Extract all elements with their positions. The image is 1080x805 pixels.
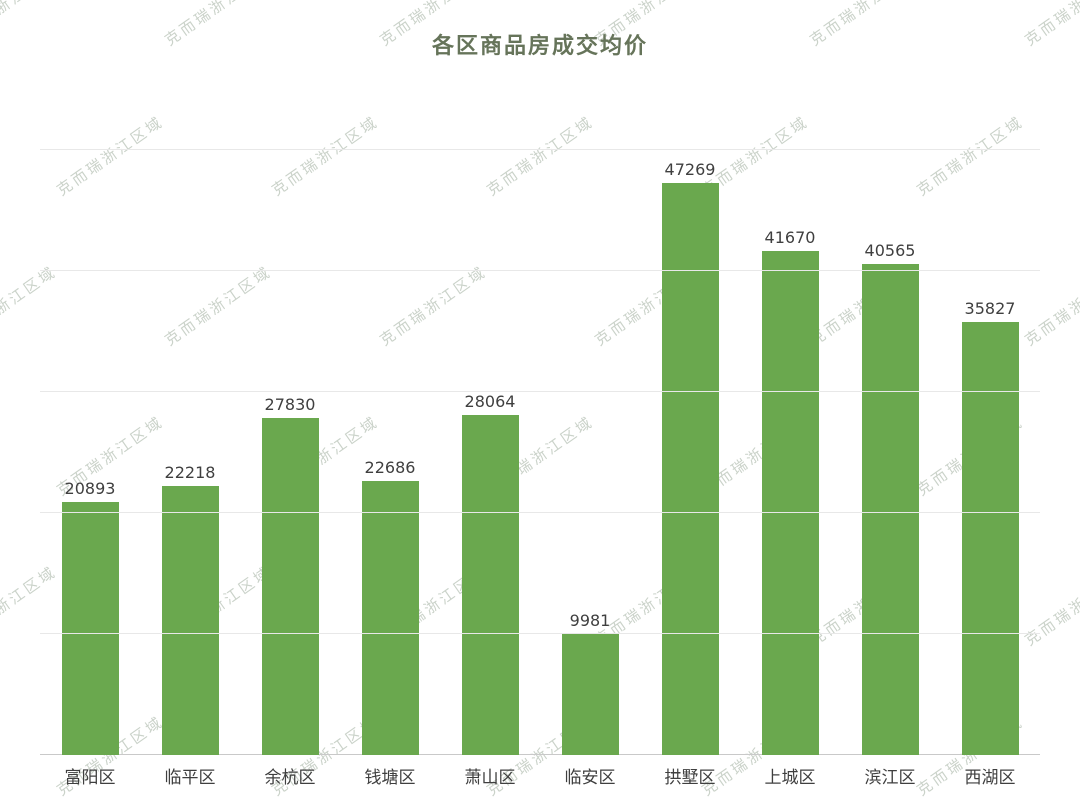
x-axis-label: 上城区 <box>764 768 816 788</box>
gridline <box>40 512 1040 513</box>
bar-value-label: 41670 <box>764 227 816 247</box>
bar-value-label: 9981 <box>569 611 611 631</box>
bar <box>861 264 919 755</box>
bar-value-label: 22218 <box>164 463 216 483</box>
bar <box>461 415 519 755</box>
bar-slot: 28064 <box>440 150 540 755</box>
x-axis-labels: 富阳区 临平区 余杭区 钱塘区 萧山区 临安区 拱墅区 上城区 滨江区 西湖区 <box>40 763 1040 788</box>
x-axis-label: 临安区 <box>564 768 616 788</box>
bar <box>661 183 719 755</box>
x-axis-label: 滨江区 <box>864 768 916 788</box>
bar <box>561 634 619 755</box>
bar-slot: 41670 <box>740 150 840 755</box>
gridline <box>40 633 1040 634</box>
bar <box>161 486 219 755</box>
bar-value-label: 28064 <box>464 392 516 412</box>
bar <box>61 502 119 755</box>
bar-value-label: 35827 <box>964 298 1016 318</box>
gridline <box>40 149 1040 150</box>
gridline <box>40 270 1040 271</box>
bar-slot: 40565 <box>840 150 940 755</box>
bar-value-label: 22686 <box>364 457 416 477</box>
x-axis-label: 临平区 <box>164 768 216 788</box>
bar <box>761 250 819 755</box>
x-axis-label: 西湖区 <box>964 768 1016 788</box>
bar-slot: 20893 <box>40 150 140 755</box>
bars-row: 20893 22218 27830 22686 28064 9981 47269 41670 4… <box>40 150 1040 755</box>
bar <box>961 321 1019 755</box>
bar-value-label: 27830 <box>264 395 316 415</box>
bar-slot: 22686 <box>340 150 440 755</box>
bar-value-label: 40565 <box>864 241 916 261</box>
plot-area: 20893 22218 27830 22686 28064 9981 47269 41670 4… <box>40 149 1040 755</box>
x-axis-label: 萧山区 <box>464 768 516 788</box>
bar <box>261 418 319 755</box>
bar-slot: 9981 <box>540 150 640 755</box>
bar-slot: 35827 <box>940 150 1040 755</box>
bar-value-label: 20893 <box>64 479 116 499</box>
bar <box>361 480 419 755</box>
x-axis-line <box>40 754 1040 755</box>
x-axis-label: 富阳区 <box>64 768 116 788</box>
bar-slot: 47269 <box>640 150 740 755</box>
bar-slot: 27830 <box>240 150 340 755</box>
bar-slot: 22218 <box>140 150 240 755</box>
gridline <box>40 391 1040 392</box>
x-axis-label: 余杭区 <box>264 768 316 788</box>
x-axis-label: 拱墅区 <box>664 768 716 788</box>
x-axis-label: 钱塘区 <box>364 768 416 788</box>
chart-title: 各区商品房成交均价 <box>431 34 648 59</box>
bar-value-label: 47269 <box>664 160 716 180</box>
